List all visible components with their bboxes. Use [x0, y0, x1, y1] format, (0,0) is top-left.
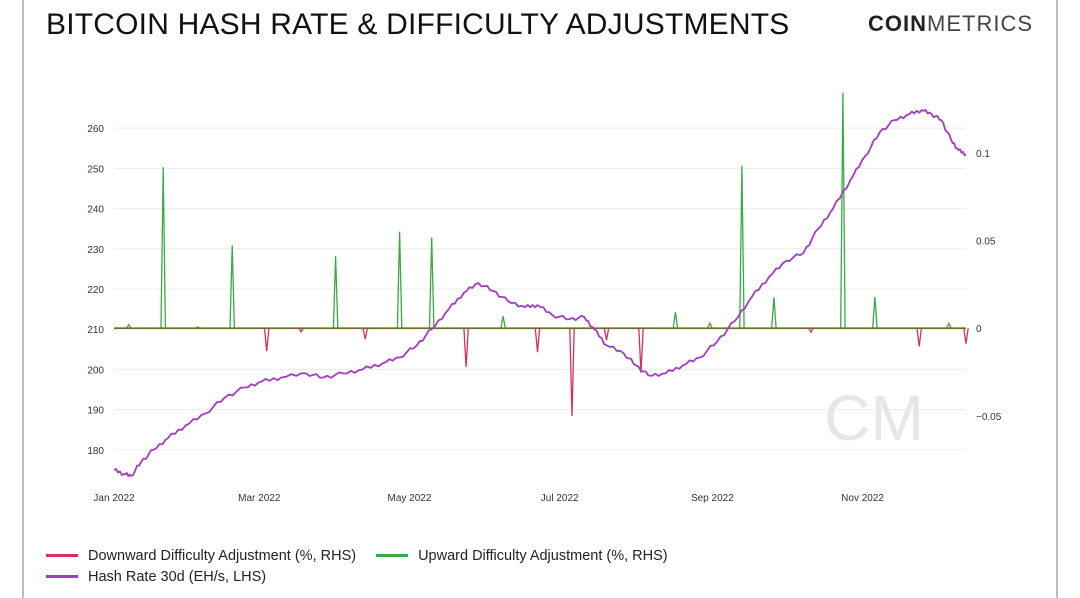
cm-watermark: CM — [824, 382, 924, 454]
y-left-tick-210: 210 — [87, 325, 104, 336]
difficulty-adjustment-spikes — [126, 92, 969, 417]
downward-spike-2022-07-06 — [569, 328, 575, 417]
upward-spike-2022-11-06 — [872, 296, 878, 329]
y-left-tick-250: 250 — [87, 164, 104, 175]
legend-hashrate: Hash Rate 30d (EH/s, LHS) — [46, 569, 266, 585]
legend-upward-label: Upward Difficulty Adjustment (%, RHS) — [418, 547, 668, 564]
downward-spike-2022-05-24 — [463, 328, 469, 367]
x-tick-nov-2022: Nov 2022 — [841, 493, 884, 504]
gridlines — [114, 127, 966, 451]
logo-metrics: METRICS — [927, 11, 1033, 36]
downward-spike-2022-11-24 — [916, 328, 923, 347]
upward-spike-2022-08-17 — [672, 312, 679, 329]
legend: Downward Difficulty Adjustment (%, RHS) … — [46, 545, 688, 587]
y-right-tick-3: 0.1 — [976, 149, 990, 160]
y-left-tick-labels: 180 190 200 210 220 230 240 250 260 — [87, 124, 104, 457]
upward-spike-2022-12-06 — [946, 321, 952, 329]
legend-upward: Upward Difficulty Adjustment (%, RHS) — [376, 548, 668, 564]
upward-spike-2022-02-18 — [229, 245, 236, 329]
legend-hashrate-label: Hash Rate 30d (EH/s, LHS) — [88, 568, 267, 585]
frame-left-edge — [22, 0, 24, 598]
downward-spike-2022-07-20 — [603, 328, 610, 341]
x-tick-jul-2022: Jul 2022 — [541, 493, 579, 504]
y-left-tick-200: 200 — [87, 365, 104, 376]
y-right-tick-labels: −0.05 0 0.05 0.1 — [976, 149, 1002, 423]
legend-downward: Downward Difficulty Adjustment (%, RHS) — [46, 548, 356, 564]
y-left-tick-240: 240 — [87, 205, 104, 216]
x-tick-may-2022: May 2022 — [388, 493, 432, 504]
y-right-tick-2: 0.05 — [976, 237, 996, 248]
upward-spike-2022-10-24 — [840, 92, 846, 329]
x-tick-sep-2022: Sep 2022 — [691, 493, 734, 504]
legend-hashrate-swatch — [46, 575, 78, 578]
upward-spike-2022-08-31 — [707, 321, 713, 329]
upward-spike-2022-04-27 — [396, 231, 403, 329]
downward-spike-2022-06-22 — [534, 328, 541, 353]
upward-spike-2022-04-01 — [332, 256, 339, 329]
x-tick-labels: Jan 2022 Mar 2022 May 2022 Jul 2022 Sep 2022… — [93, 493, 884, 504]
y-left-tick-180: 180 — [87, 446, 104, 457]
x-tick-mar-2022: Mar 2022 — [238, 493, 281, 504]
y-right-tick-1: 0 — [976, 324, 982, 335]
coinmetrics-logo: COINMETRICS — [868, 11, 1033, 37]
legend-downward-swatch — [46, 554, 78, 557]
logo-coin: COIN — [868, 11, 927, 36]
chart-title: BITCOIN HASH RATE & DIFFICULTY ADJUSTMEN… — [46, 8, 790, 41]
y-left-tick-190: 190 — [87, 406, 104, 417]
upward-spike-2022-01-07 — [126, 323, 132, 329]
legend-downward-label: Downward Difficulty Adjustment (%, RHS) — [88, 547, 357, 564]
x-tick-jan-2022: Jan 2022 — [93, 493, 135, 504]
y-left-tick-220: 220 — [87, 285, 104, 296]
upward-spike-2022-09-13 — [739, 165, 745, 329]
legend-upward-swatch — [376, 554, 409, 557]
downward-spike-2022-12-13 — [963, 328, 969, 344]
downward-spike-2022-10-11 — [808, 327, 814, 334]
hash-rate-line — [113, 109, 967, 477]
upward-spike-2022-01-21 — [160, 167, 167, 329]
downward-spike-2022-03-04 — [263, 328, 270, 352]
upward-spike-2022-05-10 — [428, 237, 435, 329]
y-right-tick-0: −0.05 — [976, 412, 1002, 423]
y-left-tick-260: 260 — [87, 124, 104, 135]
y-left-tick-230: 230 — [87, 245, 104, 256]
upward-spike-2022-06-08 — [500, 315, 506, 329]
frame-right-edge — [1056, 0, 1058, 598]
downward-spike-2022-03-18 — [298, 327, 304, 334]
upward-spike-2022-09-26 — [771, 297, 777, 329]
downward-spike-2022-04-13 — [362, 328, 369, 340]
downward-spike-2022-08-03 — [638, 328, 644, 373]
